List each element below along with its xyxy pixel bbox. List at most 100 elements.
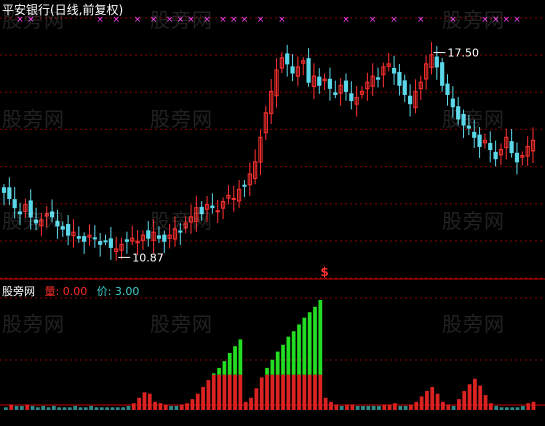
- indicator-bar: [355, 405, 360, 410]
- candle-body: [274, 69, 279, 97]
- candle-body: [247, 173, 252, 186]
- candle-body: [17, 211, 23, 215]
- indicator-bar: [478, 385, 483, 410]
- candle-body: [183, 222, 188, 229]
- indicator-bar-green: [313, 306, 317, 375]
- indicator-bar: [51, 405, 56, 410]
- indicator-bar: [441, 401, 445, 410]
- candle-body: [114, 248, 119, 253]
- indicator-bar: [302, 374, 307, 410]
- indicator-bar: [473, 378, 477, 410]
- indicator-bar: [323, 397, 328, 410]
- indicator-bar: [110, 407, 115, 410]
- signal-marker: ×: [150, 15, 158, 25]
- candle-body: [215, 210, 220, 213]
- signal-marker: ×: [417, 15, 425, 25]
- indicator-bar-green: [281, 344, 285, 375]
- indicator-bar: [89, 405, 94, 410]
- signal-marker: ×: [369, 15, 377, 25]
- candle-body: [156, 235, 162, 239]
- candle-body: [146, 230, 151, 239]
- signal-marker: ×: [513, 15, 521, 25]
- candle-body: [108, 238, 113, 248]
- candle-body: [178, 230, 183, 233]
- candle-body: [525, 145, 530, 157]
- candle-body: [301, 60, 306, 64]
- indicator-bar: [505, 407, 509, 410]
- candle-body: [135, 240, 140, 244]
- indicator-bar: [57, 407, 62, 410]
- candle-body: [130, 237, 135, 242]
- high-label: 17.50: [447, 47, 479, 60]
- indicator-bar: [462, 390, 467, 410]
- indicator-bar: [430, 386, 435, 410]
- candle-body: [461, 113, 466, 126]
- signal-marker: ×: [257, 15, 265, 25]
- chart-title: 平安银行(日线,前复权): [2, 3, 124, 17]
- indicator-bar: [99, 407, 104, 410]
- signal-marker: ×: [342, 15, 350, 25]
- candle-body: [375, 77, 381, 80]
- indicator-bar: [254, 388, 259, 410]
- candle-body: [391, 67, 397, 74]
- watermark: 股旁网: [442, 209, 505, 233]
- indicator-bar: [137, 397, 141, 410]
- indicator-bar-green: [291, 331, 296, 375]
- candle-body: [488, 143, 493, 151]
- candle-body: [338, 84, 343, 94]
- candle-body: [103, 240, 108, 243]
- indicator-bar: [270, 374, 275, 410]
- watermark: 股旁网: [442, 8, 505, 32]
- watermark: 股旁网: [2, 107, 65, 131]
- candle-body: [322, 78, 327, 82]
- candle-body: [151, 231, 156, 241]
- indicator-bar: [78, 407, 83, 410]
- indicator-bar: [30, 405, 35, 410]
- candle-body: [279, 57, 284, 69]
- indicator-bar: [46, 407, 51, 410]
- indicator-bar: [451, 405, 456, 410]
- indicator-bar-green: [211, 373, 216, 375]
- signal-marker: ×: [503, 15, 511, 25]
- watermark: 股旁网: [150, 312, 213, 336]
- signal-marker: ×: [390, 15, 398, 25]
- indicator-bar: [190, 399, 195, 410]
- indicator-bar: [387, 404, 392, 410]
- candle-body: [263, 112, 268, 134]
- candle-body: [39, 219, 44, 227]
- candle-body: [482, 139, 488, 144]
- signal-marker: ×: [96, 15, 104, 25]
- signal-marker: ×: [27, 15, 35, 25]
- indicator-bar: [467, 384, 472, 410]
- candle-body: [210, 205, 215, 209]
- indicator-bar: [121, 407, 125, 410]
- candle-body: [92, 237, 97, 240]
- candle-body: [530, 139, 536, 152]
- candle-body: [71, 231, 76, 237]
- signal-marker: ×: [177, 15, 185, 25]
- indicator-bar: [446, 404, 451, 410]
- candle-body: [49, 211, 55, 218]
- candle-body: [285, 53, 290, 65]
- indicator-bar: [249, 397, 253, 410]
- indicator-bar: [371, 405, 376, 410]
- candle-body: [7, 187, 12, 199]
- indicator-name: 股旁网: [2, 285, 35, 298]
- indicator-bar: [334, 404, 339, 410]
- low-label: 10.87: [132, 251, 164, 264]
- indicator-legend: 股旁网 量: 0.00 价: 3.00: [2, 283, 139, 299]
- candle-body: [381, 66, 386, 76]
- candle-body: [28, 200, 33, 218]
- indicator-bar-green: [227, 352, 232, 375]
- candle-body: [359, 90, 365, 95]
- candle-body: [317, 76, 322, 86]
- indicator-bar: [153, 401, 157, 410]
- indicator-bar: [41, 405, 46, 410]
- candle-body: [188, 216, 194, 223]
- indicator-bar: [115, 407, 120, 410]
- indicator-bar: [259, 377, 264, 410]
- candle-body: [98, 241, 103, 245]
- indicator-bar: [83, 407, 88, 410]
- candle-body: [450, 98, 455, 108]
